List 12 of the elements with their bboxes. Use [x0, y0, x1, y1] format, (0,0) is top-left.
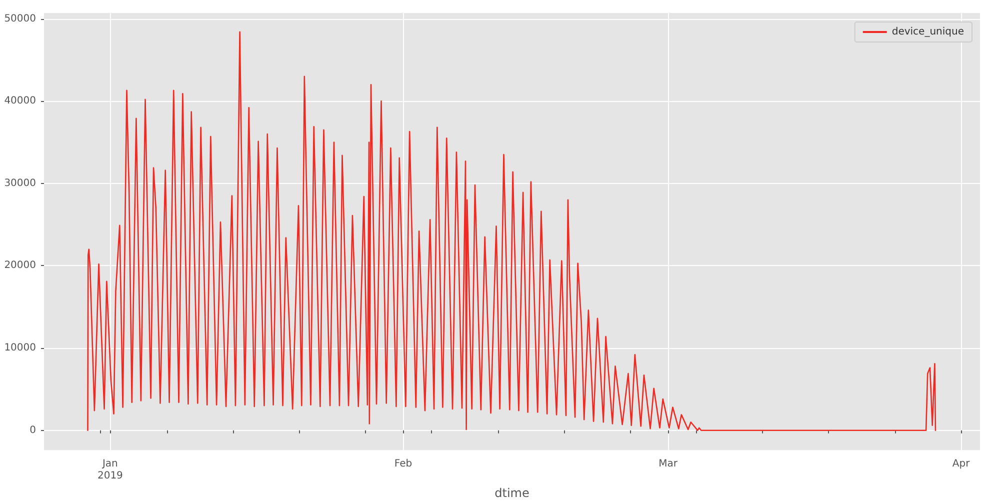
x-tick-label: Jan 2019	[97, 458, 123, 482]
y-tick-label: 0	[30, 424, 36, 436]
y-tick-label: 30000	[4, 178, 36, 189]
y-tick-label: 50000	[4, 13, 36, 24]
y-tick-label: 20000	[4, 260, 36, 272]
x-axis-title: dtime	[494, 486, 530, 500]
x-tick-label: Apr	[952, 458, 971, 470]
x-tick-label: Feb	[394, 458, 412, 470]
x-tick-label: Mar	[658, 458, 678, 470]
y-tick-label: 10000	[4, 342, 36, 354]
legend-label: device_unique	[892, 26, 964, 38]
y-tick-label: 40000	[4, 96, 36, 107]
